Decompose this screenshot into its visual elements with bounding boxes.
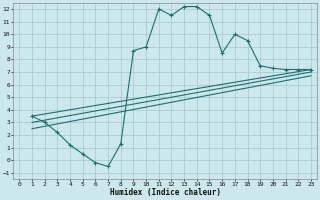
X-axis label: Humidex (Indice chaleur): Humidex (Indice chaleur) (110, 188, 220, 197)
